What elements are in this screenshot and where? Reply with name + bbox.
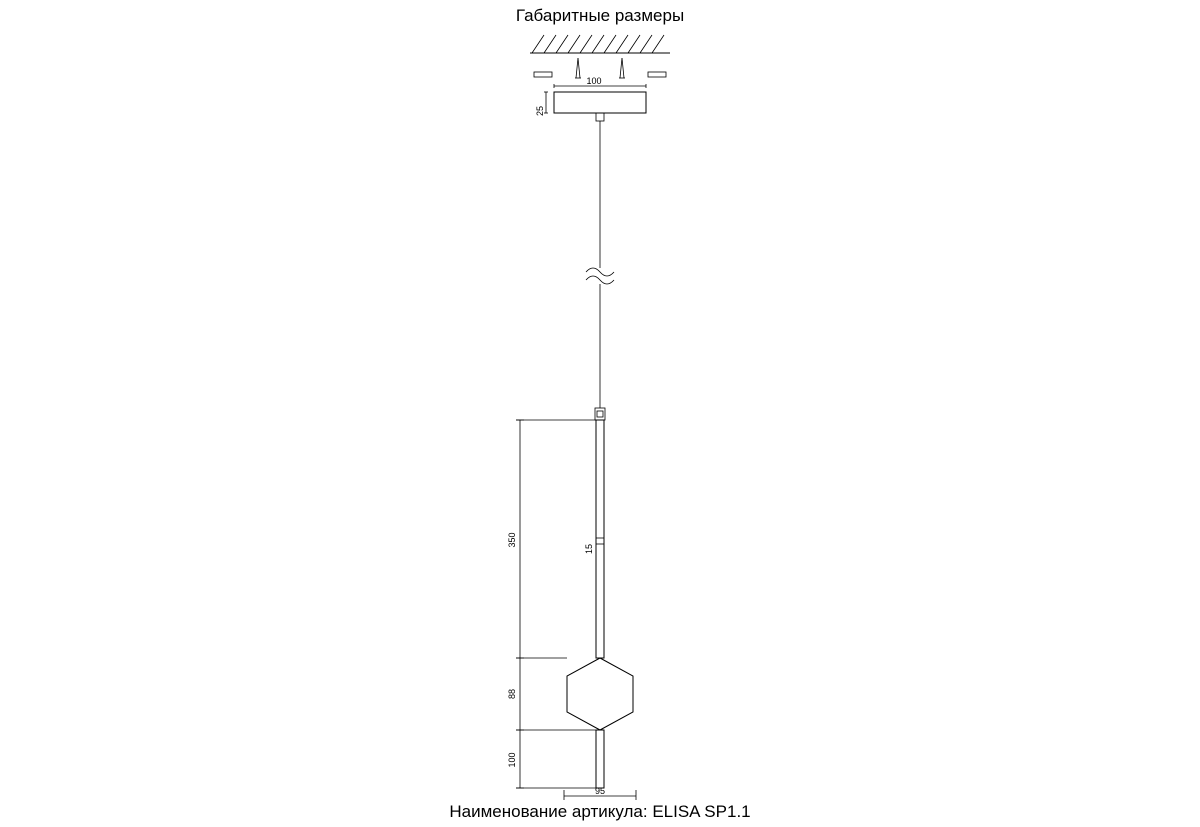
dimension-vertical: 350 88 100 [507,420,596,788]
connector-top [596,113,604,121]
dim-canopy-height: 25 [535,106,545,116]
dim-350: 350 [507,532,517,547]
mounting-screws [534,58,666,78]
article-code: ELISA SP1.1 [652,802,750,821]
dim-100: 100 [507,752,517,767]
dim-bottom-width: 95 [595,786,605,796]
hexagon [567,658,633,730]
tube-upper [596,420,604,658]
dim-tube-diam: 15 [584,544,594,554]
technical-drawing: 100 25 350 88 [0,0,1200,827]
suspension-cable [586,121,614,408]
dim-88: 88 [507,689,517,699]
ceiling-hatch [530,35,670,53]
canopy: 100 25 [535,76,646,116]
connector-bottom [595,408,605,420]
footer-prefix: Наименование артикула: [449,802,652,821]
article-footer: Наименование артикула: ELISA SP1.1 [0,802,1200,822]
dim-canopy-width: 100 [586,76,601,86]
tube-lower [596,730,604,788]
